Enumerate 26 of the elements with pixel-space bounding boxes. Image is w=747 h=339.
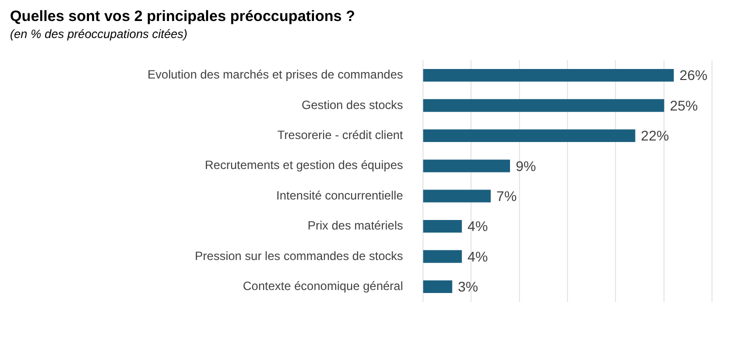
data-label: 4% <box>468 248 488 264</box>
bar <box>423 190 491 202</box>
y-tick-label: Prix des matériels <box>308 218 403 233</box>
y-tick-label: Gestion des stocks <box>302 98 403 112</box>
y-tick-label: Contexte économique général <box>242 279 403 294</box>
bar <box>423 250 462 263</box>
y-tick-label: Pression sur les commandes de stocks <box>194 248 403 263</box>
bar <box>423 280 452 294</box>
text: Quelles sont vos 2 principales préoccupations ? <box>10 8 356 25</box>
data-label: 26% <box>679 67 708 84</box>
data-label: 9% <box>516 158 536 174</box>
data-label: 25% <box>670 97 698 114</box>
bar <box>423 99 664 112</box>
y-tick-label: Intensité concurrentielle <box>276 188 404 202</box>
bar <box>423 220 462 233</box>
y-tick-label: Tresorerie - crédit client <box>277 128 404 142</box>
data-label: 3% <box>458 278 478 295</box>
bar <box>423 68 674 82</box>
y-tick-label: Recrutements et gestion des équipes <box>204 158 403 172</box>
y-tick-label: Evolution des marchés et prises de commandes <box>148 68 403 82</box>
bar <box>423 160 510 172</box>
data-label: 22% <box>640 128 669 144</box>
bar <box>423 129 636 142</box>
data-label: 7% <box>496 188 517 204</box>
text: (en % des préoccupations citées) <box>10 27 188 41</box>
data-label: 4% <box>468 218 488 234</box>
